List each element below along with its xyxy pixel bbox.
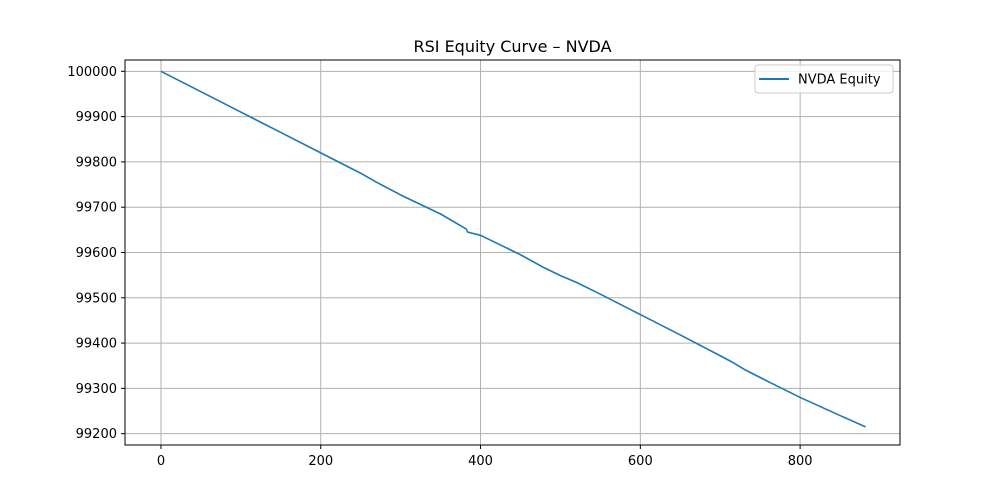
x-tick-label: 0 (157, 454, 165, 469)
y-tick-label: 100000 (67, 65, 117, 80)
y-tick-label: 99300 (76, 382, 117, 397)
y-tick-label: 99500 (76, 291, 117, 306)
y-tick-label: 99800 (76, 155, 117, 170)
y-tick-label: 99200 (76, 427, 117, 442)
ticks-layer: 0 200 400 600 800 99200 99300 99400 99500 99600 99… (67, 65, 812, 469)
legend-label: NVDA Equity (798, 73, 881, 88)
y-tick-label: 99700 (76, 201, 117, 216)
legend-box (754, 64, 894, 94)
y-tick-label: 99600 (76, 246, 117, 261)
x-tick-label: 800 (788, 454, 813, 469)
series-layer (160, 70, 866, 428)
chart-title: RSI Equity Curve – NVDA (413, 37, 611, 56)
y-tick-label: 99900 (76, 110, 117, 125)
x-tick-label: 600 (628, 454, 653, 469)
series-line-nvda-equity (160, 70, 866, 428)
grid-lines (125, 60, 900, 445)
x-tick-label: 200 (308, 454, 333, 469)
y-tick-label: 99400 (76, 337, 117, 352)
legend: NVDA Equity (754, 64, 894, 94)
x-tick-label: 400 (468, 454, 493, 469)
